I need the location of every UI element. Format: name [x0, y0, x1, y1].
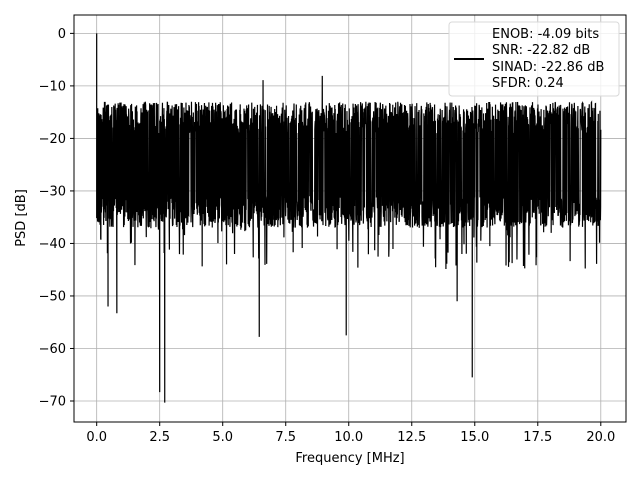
x-tick-label: 10.0 [334, 430, 363, 445]
y-tick-label: −30 [39, 184, 66, 199]
legend: ENOB: -4.09 bits SNR: -22.82 dB SINAD: -… [448, 21, 620, 97]
y-tick-label: −60 [39, 342, 66, 357]
y-tick-label: −10 [39, 79, 66, 94]
x-tick-label: 17.5 [523, 430, 552, 445]
y-tick-label: 0 [58, 27, 66, 42]
x-tick-label: 7.5 [275, 430, 296, 445]
x-tick-label: 15.0 [460, 430, 489, 445]
y-axis-label: PSD [dB] [14, 189, 29, 247]
y-tick-label: −40 [39, 237, 66, 252]
x-tick-label: 5.0 [212, 430, 233, 445]
x-tick-label: 20.0 [586, 430, 615, 445]
x-tick-label: 0.0 [86, 430, 107, 445]
x-axis-label: Frequency [MHz] [295, 451, 404, 466]
psd-series-line [96, 33, 602, 403]
y-tick-label: −70 [39, 394, 66, 409]
legend-line-sinad: SINAD: -22.86 dB [492, 60, 604, 75]
y-axis-ticks: 0 −10 −20 −30 −40 −50 −60 −70 [39, 27, 74, 409]
legend-line-snr: SNR: -22.82 dB [492, 43, 590, 58]
legend-box [448, 21, 620, 97]
axes-frame [73, 14, 627, 423]
legend-line-sfdr: SFDR: 0.24 [492, 76, 564, 91]
x-tick-label: 2.5 [149, 430, 170, 445]
plot-area [96, 33, 602, 403]
x-axis-ticks: 0.0 2.5 5.0 7.5 10.0 12.5 15.0 17.5 20.0 [86, 422, 615, 445]
legend-line-enob: ENOB: -4.09 bits [492, 27, 599, 42]
y-tick-label: −20 [39, 132, 66, 147]
y-tick-label: −50 [39, 289, 66, 304]
x-tick-label: 12.5 [397, 430, 426, 445]
